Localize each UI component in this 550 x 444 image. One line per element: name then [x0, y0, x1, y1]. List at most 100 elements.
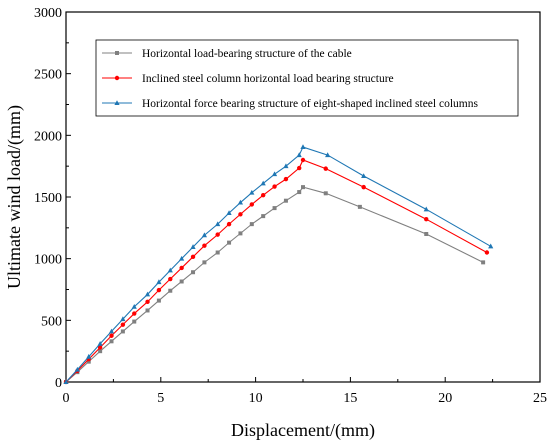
series-3: [63, 144, 494, 384]
data-point: [271, 171, 278, 177]
data-point: [144, 291, 151, 297]
data-point: [120, 316, 126, 322]
legend-item: Horizontal load-bearing structure of the…: [102, 48, 352, 60]
y-tick-label: 2000: [34, 129, 62, 144]
data-point: [260, 180, 266, 186]
data-point: [424, 232, 429, 236]
x-tick-label: 5: [157, 391, 164, 406]
legend-label: Inclined steel column horizontal load be…: [142, 73, 394, 85]
data-point: [179, 279, 184, 284]
data-point: [156, 298, 161, 303]
legend-label: Horizontal force bearing structure of ei…: [142, 98, 478, 110]
data-point: [423, 206, 429, 212]
data-point: [74, 366, 80, 372]
data-point: [325, 152, 331, 158]
y-tick-label: 2500: [34, 68, 62, 83]
series-2: [63, 157, 490, 385]
series-1: [64, 185, 486, 384]
data-point: [109, 339, 114, 344]
data-point: [97, 345, 103, 350]
data-point: [156, 279, 162, 285]
y-tick-label: 1000: [34, 253, 62, 268]
data-point: [145, 299, 150, 305]
data-point: [283, 198, 288, 203]
data-point: [323, 166, 328, 171]
y-tick-label: 3000: [34, 6, 62, 21]
data-point: [202, 260, 207, 265]
data-point: [168, 276, 173, 282]
data-point: [361, 173, 367, 179]
data-point: [297, 190, 302, 195]
data-point: [424, 217, 429, 222]
data-point: [179, 255, 185, 261]
data-point: [283, 176, 289, 182]
data-point: [361, 184, 366, 190]
y-axis-title: Ultimate wind load/(mm): [4, 105, 25, 289]
data-point: [488, 243, 494, 249]
data-point: [202, 243, 207, 248]
data-point: [179, 265, 184, 271]
data-point: [272, 206, 277, 211]
data-point: [261, 214, 266, 219]
data-point: [190, 254, 196, 260]
data-point: [283, 163, 289, 169]
data-point: [108, 328, 115, 334]
y-tick-label: 0: [55, 376, 62, 391]
data-point: [484, 250, 490, 255]
x-tick-label: 15: [343, 391, 357, 406]
x-axis-title: Displacement/(mm): [231, 420, 375, 441]
series-line: [65, 159, 488, 383]
data-point: [238, 231, 243, 236]
data-point: [238, 212, 243, 217]
data-point: [132, 311, 137, 316]
x-axis: 0 5 10 15 20 25: [63, 377, 547, 406]
data-point: [297, 165, 302, 171]
y-tick-label: 500: [41, 314, 62, 329]
data-point: [296, 152, 302, 158]
legend-marker: [114, 75, 120, 81]
data-point: [301, 185, 305, 190]
data-point: [86, 359, 91, 364]
series-layer: [63, 144, 494, 385]
x-tick-label: 0: [63, 391, 70, 406]
legend-marker: [115, 51, 119, 55]
data-point: [481, 260, 486, 265]
data-point: [156, 287, 162, 293]
data-point: [237, 199, 244, 205]
y-tick-label: 1500: [34, 191, 62, 206]
legend-marker: [114, 100, 120, 105]
data-point: [168, 288, 173, 293]
data-point: [357, 204, 362, 209]
data-point: [145, 308, 150, 313]
data-point: [120, 322, 126, 327]
data-point: [215, 232, 220, 237]
legend-label: Horizontal load-bearing structure of the…: [142, 48, 352, 60]
x-tick-label: 25: [533, 391, 547, 406]
data-point: [190, 244, 196, 249]
data-point: [167, 267, 173, 273]
legend-item: Inclined steel column horizontal load be…: [102, 73, 394, 85]
data-point: [201, 232, 208, 238]
data-point: [272, 184, 277, 189]
data-point: [260, 192, 266, 198]
data-point: [191, 270, 196, 275]
data-point: [323, 191, 328, 196]
data-point: [97, 340, 103, 346]
x-tick-label: 10: [249, 391, 263, 406]
data-point: [120, 329, 125, 334]
data-point: [131, 303, 137, 309]
legend: Horizontal load-bearing structure of the…: [95, 39, 519, 117]
data-point: [215, 250, 220, 255]
x-tick-label: 20: [438, 391, 452, 406]
data-point: [226, 221, 232, 227]
data-point: [249, 222, 254, 227]
data-point: [63, 379, 69, 384]
data-point: [226, 210, 232, 216]
data-point: [109, 333, 114, 338]
data-point: [132, 319, 137, 324]
data-point: [227, 240, 232, 245]
data-point: [86, 353, 92, 359]
data-point: [249, 189, 255, 195]
data-point: [98, 349, 103, 354]
